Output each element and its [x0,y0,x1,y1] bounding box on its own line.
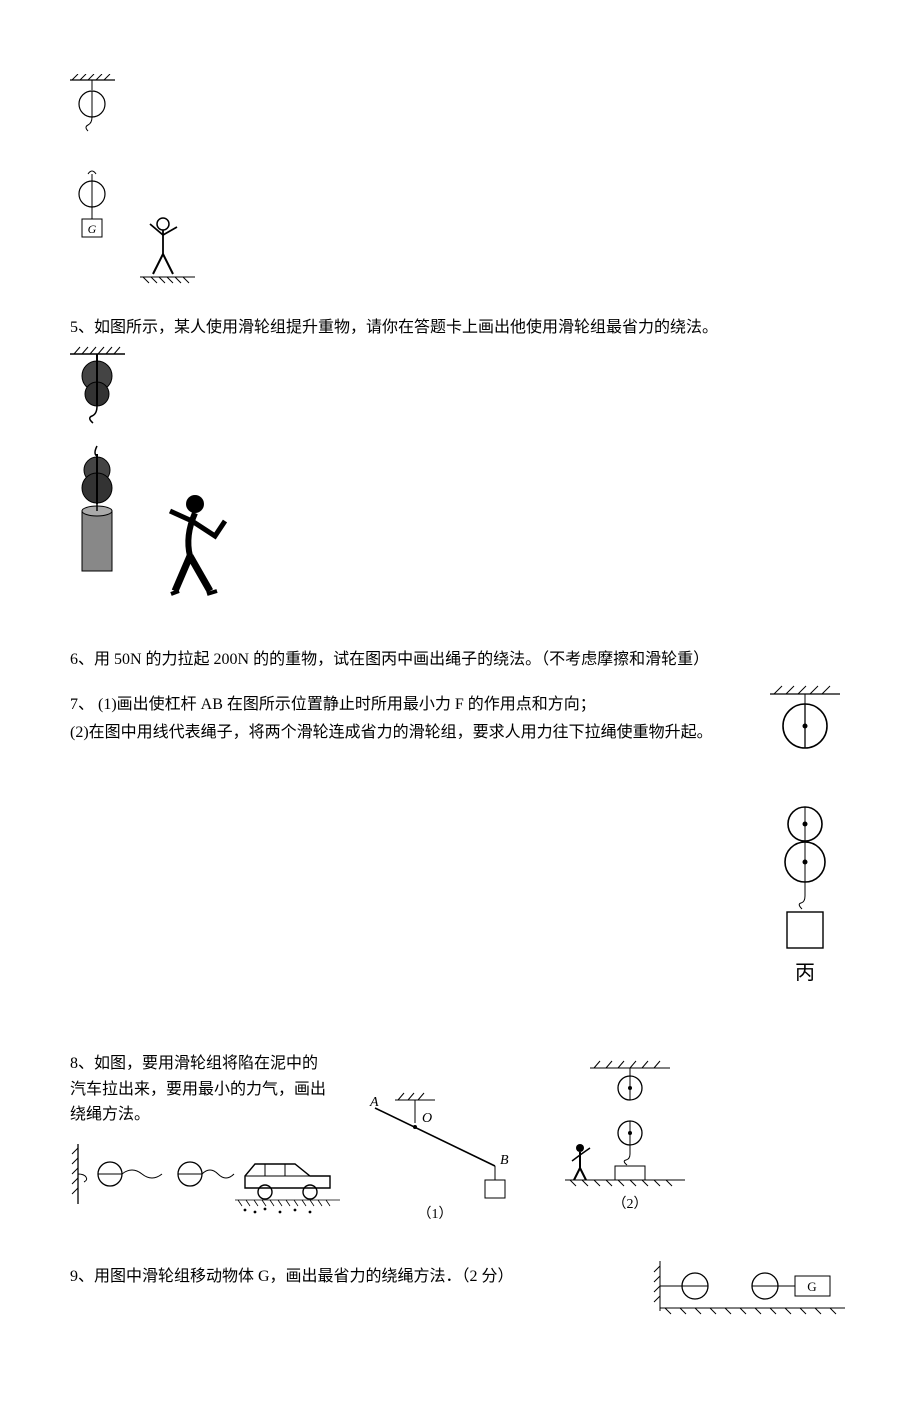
q4-figure: G [70,74,850,303]
q6-fig-label: 丙 [795,962,815,984]
q5-figure [70,346,850,635]
q5-text: 5、如图所示，某人使用滑轮组提升重物，请你在答题卡上画出他使用滑轮组最省力的绕法… [70,315,850,341]
q9-label-g: G [807,1279,816,1294]
q6-text: 6、用 50N 的力拉起 200N 的的重物，试在图丙中画出绳子的绕法。（不考虑… [70,647,850,673]
q7-figure-2: （2） [560,1058,690,1237]
q7-label-a: A [369,1095,379,1110]
q8-block: 8、如图，要用滑轮组将陷在泥中的汽车拉出来，要用最小的力气，画出绕绳方法。 [70,1043,850,1236]
q8-text: 8、如图，要用滑轮组将陷在泥中的汽车拉出来，要用最小的力气，画出绕绳方法。 [70,1051,330,1128]
q4-figure-block: G [70,74,850,303]
q9-figure: G [650,1256,850,1335]
q7-fig2-label: （2） [613,1196,648,1212]
q6-figure: 丙 [760,684,850,1013]
q5-block: 5、如图所示，某人使用滑轮组提升重物，请你在答题卡上画出他使用滑轮组最省力的绕法… [70,315,850,635]
q7-label-o: O [422,1111,432,1126]
q7-figure-1: A O B （1） [360,1088,530,1237]
q9-block: 9、用图中滑轮组移动物体 G，画出最省力的绕绳方法．（2 分） G [70,1256,850,1335]
q7-line2: (2)在图中用线代表绳子，将两个滑轮连成省力的滑轮组，要求人用力往下拉绳使重物升… [70,720,740,746]
q4-label-g: G [88,222,97,236]
q7-fig1-label: （1） [418,1206,453,1222]
q7-line1: 7、 (1)画出使杠杆 AB 在图所示位置静止时所用最小力 F 的作用点和方向； [70,692,740,718]
q8-figure [70,1134,330,1233]
q9-text: 9、用图中滑轮组移动物体 G，画出最省力的绕绳方法．（2 分） [70,1264,630,1290]
q7-label-b: B [500,1153,509,1168]
q7-block: 7、 (1)画出使杠杆 AB 在图所示位置静止时所用最小力 F 的作用点和方向；… [70,684,850,1013]
q6-block: 6、用 50N 的力拉起 200N 的的重物，试在图丙中画出绳子的绕法。（不考虑… [70,647,850,673]
